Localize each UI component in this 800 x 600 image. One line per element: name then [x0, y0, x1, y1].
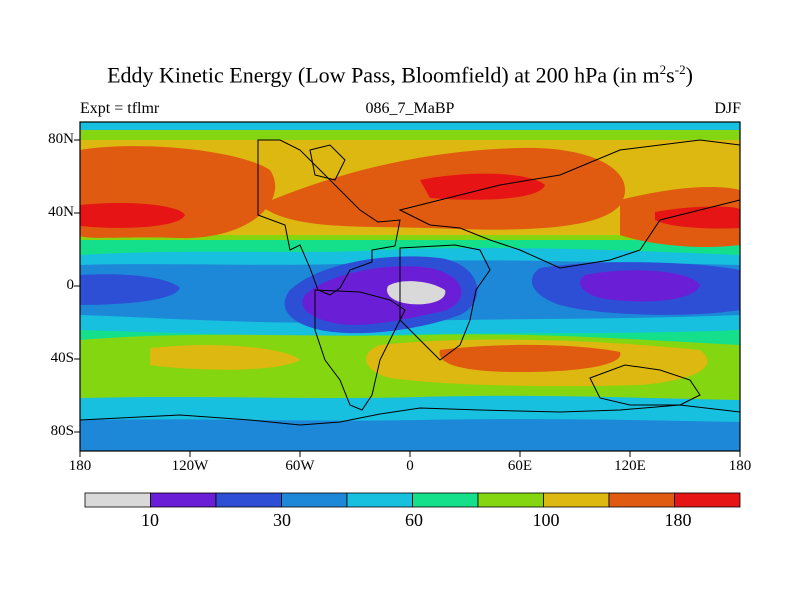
colorbar-swatch: [215, 492, 282, 508]
colorbar-swatch: [346, 492, 413, 508]
colorbar-label: 100: [532, 510, 560, 530]
colorbar-swatch: [84, 492, 151, 508]
case-label: 086_7_MaBP: [365, 100, 455, 117]
colorbar-swatch: [674, 492, 741, 508]
field-sh-atlantic-yellow: [150, 345, 300, 370]
colorbar: [84, 492, 741, 508]
y-tick-label: 40N: [48, 204, 74, 220]
coastlines: [80, 139, 740, 426]
x-tick-label: 60W: [285, 458, 315, 474]
y-tick-label: 80N: [48, 131, 74, 147]
colorbar-swatch: [543, 492, 610, 508]
field-atlantic-red: [80, 203, 185, 228]
axis-ticks: [74, 139, 741, 457]
coastline-australia: [589, 364, 701, 406]
x-tick-label: 120E: [614, 458, 646, 474]
x-tick-label: 60E: [507, 458, 533, 474]
x-tick-label: 180: [728, 458, 752, 474]
coastline-antarctica: [80, 404, 740, 426]
colorbar-swatch: [477, 492, 544, 508]
x-tick-label: 0: [406, 458, 414, 474]
y-tick-label: 0: [66, 277, 75, 293]
colorbar-label: 60: [405, 510, 423, 530]
x-tick-label: 120W: [171, 458, 209, 474]
colorbar-label: 10: [141, 510, 159, 530]
colorbar-swatch: [412, 492, 479, 508]
coastline-eurasia: [398, 139, 740, 269]
coastline-south-america: [314, 289, 406, 411]
y-tick-label: 40S: [50, 350, 74, 366]
x-tick-label: 180: [68, 458, 92, 474]
field-minimum-gray: [386, 281, 446, 305]
experiment-label: Expt = tflmr: [80, 100, 160, 117]
field-sh-polar-blue: [80, 419, 740, 451]
colorbar-label: 30: [273, 510, 291, 530]
colorbar-swatch: [608, 492, 675, 508]
coastline-africa: [399, 244, 491, 361]
chart-title: Eddy Kinetic Energy (Low Pass, Bloomfiel…: [107, 62, 693, 88]
field-sh-indian-orange: [439, 344, 621, 372]
colorbar-swatch: [150, 492, 217, 508]
colorbar-swatch: [281, 492, 348, 508]
coastline-north-america: [257, 139, 401, 296]
y-tick-label: 80S: [50, 423, 74, 439]
colorbar-label: 180: [664, 510, 692, 530]
contour-field: [80, 122, 740, 451]
field-africa-purple: [302, 266, 462, 325]
coastline-greenland: [309, 144, 346, 181]
field-pacific-red: [655, 206, 740, 229]
field-asia-red: [420, 173, 545, 200]
field-atlantic-blue: [80, 274, 180, 305]
season-label: DJF: [714, 100, 741, 117]
field-pacific-purple: [580, 270, 700, 302]
